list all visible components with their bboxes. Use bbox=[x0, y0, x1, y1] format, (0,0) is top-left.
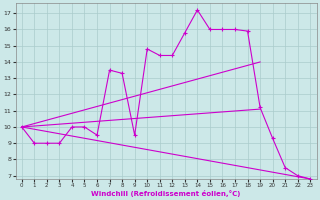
X-axis label: Windchill (Refroidissement éolien,°C): Windchill (Refroidissement éolien,°C) bbox=[91, 190, 241, 197]
